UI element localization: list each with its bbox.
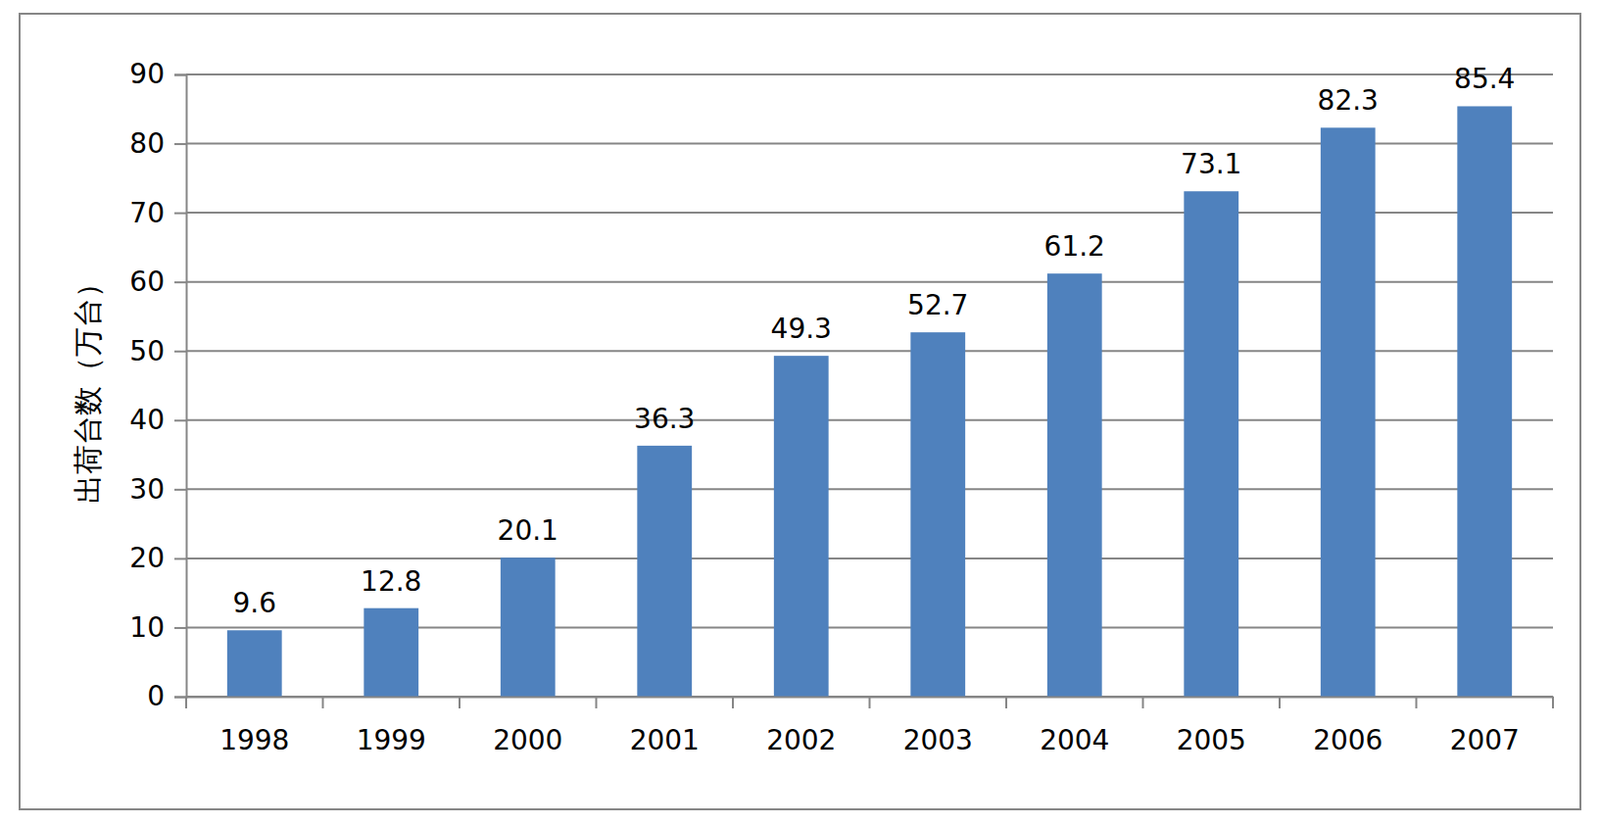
y-tick-label: 10 [129,611,165,644]
bar [910,332,966,697]
y-tick-mark [174,557,187,560]
x-separator [595,696,598,709]
data-label: 52.7 [907,289,969,322]
x-separator [322,696,325,709]
data-label: 73.1 [1180,147,1242,181]
y-tick-mark [174,74,187,77]
x-separator [1278,696,1281,709]
bar [1183,191,1239,697]
y-tick: 50 [129,335,187,368]
y-tick: 70 [129,196,187,230]
y-axis: 0 10 20 30 40 50 60 70 80 90 [129,57,187,713]
data-label: 36.3 [633,402,695,436]
y-tick-mark [174,488,187,491]
y-tick: 90 [129,57,187,91]
y-tick: 30 [129,473,187,506]
bar [1320,127,1376,697]
x-separators [186,696,1553,709]
y-tick-mark [174,350,187,353]
bar [227,630,283,697]
data-label: 85.4 [1454,62,1515,96]
x-separator [1415,696,1418,709]
x-separator [1551,696,1554,709]
y-axis-title: 出荷台数（万台） [70,268,105,504]
x-tick-label: 2005 [1176,724,1247,757]
x-tick: 2003 [903,696,973,757]
x-tick: 1999 [356,696,427,757]
y-tick-mark [174,281,187,284]
data-label: 12.8 [360,565,422,598]
x-tick: 2001 [630,696,700,757]
y-tick-label: 90 [129,57,165,91]
x-tick-label: 2002 [766,724,836,757]
x-separator [1005,696,1008,709]
y-tick: 10 [129,611,187,644]
x-tick-label: 2000 [492,724,563,757]
bar [1456,105,1512,697]
y-tick-mark [174,143,187,146]
grid [186,74,1553,697]
x-tick: 2000 [492,696,563,757]
data-labels: 9.6 12.8 20.1 36.3 49.3 52.7 61.2 73.1 82.3 85.4 [232,62,1515,620]
y-tick-label: 0 [146,679,165,713]
x-tick-label: 2006 [1312,724,1383,757]
bar [636,445,692,697]
y-axis-line [174,75,188,698]
data-label: 82.3 [1317,84,1379,117]
x-tick: 2007 [1450,696,1520,757]
bar [500,557,556,697]
grid-line [186,73,1553,76]
y-tick-label: 70 [129,196,165,230]
y-tick-label: 20 [129,541,165,575]
bar [774,355,829,697]
data-label: 9.6 [232,586,277,620]
y-tick-label: 60 [129,265,165,298]
x-tick: 2002 [766,696,836,757]
x-separator [458,696,461,709]
x-tick-label: 1998 [219,724,290,757]
data-label: 49.3 [771,312,832,345]
x-tick-label: 1999 [356,724,427,757]
chart: 0 10 20 30 40 50 60 70 80 90 1998 1999 2000 2001 2002 2… [0,0,1600,825]
y-tick-label: 40 [129,403,165,437]
x-tick-label: 2001 [630,724,700,757]
y-tick-mark [174,212,187,215]
x-tick-label: 2003 [903,724,973,757]
y-tick-label: 30 [129,473,165,506]
chart-frame [19,13,1581,810]
x-tick: 2006 [1312,696,1383,757]
y-tick: 40 [129,403,187,437]
y-tick-mark [174,696,187,699]
x-tick-label: 2007 [1450,724,1520,757]
x-tick: 2005 [1176,696,1247,757]
x-tick: 2004 [1039,696,1110,757]
bar [363,608,419,697]
bar [1047,273,1103,697]
y-tick-mark [174,419,187,422]
y-tick-label: 50 [129,335,165,368]
data-label: 61.2 [1044,230,1106,263]
y-tick: 20 [129,541,187,575]
y-tick: 80 [129,127,187,160]
data-label: 20.1 [497,514,559,547]
x-tick-label: 2004 [1039,724,1110,757]
plot: 0 10 20 30 40 50 60 70 80 90 1998 1999 2000 2001 2002 2… [129,57,1553,756]
x-tick: 1998 [219,696,290,757]
x-separator [869,696,872,709]
y-tick-mark [174,627,187,630]
x-separator [185,696,188,709]
y-tick: 60 [129,265,187,298]
x-separator [1142,696,1145,709]
y-tick: 0 [146,679,187,713]
bars [227,105,1512,697]
x-axis: 1998 1999 2000 2001 2002 2003 2004 2005 2006 2007 [186,696,1554,757]
y-tick-label: 80 [129,127,165,160]
x-separator [731,696,734,709]
